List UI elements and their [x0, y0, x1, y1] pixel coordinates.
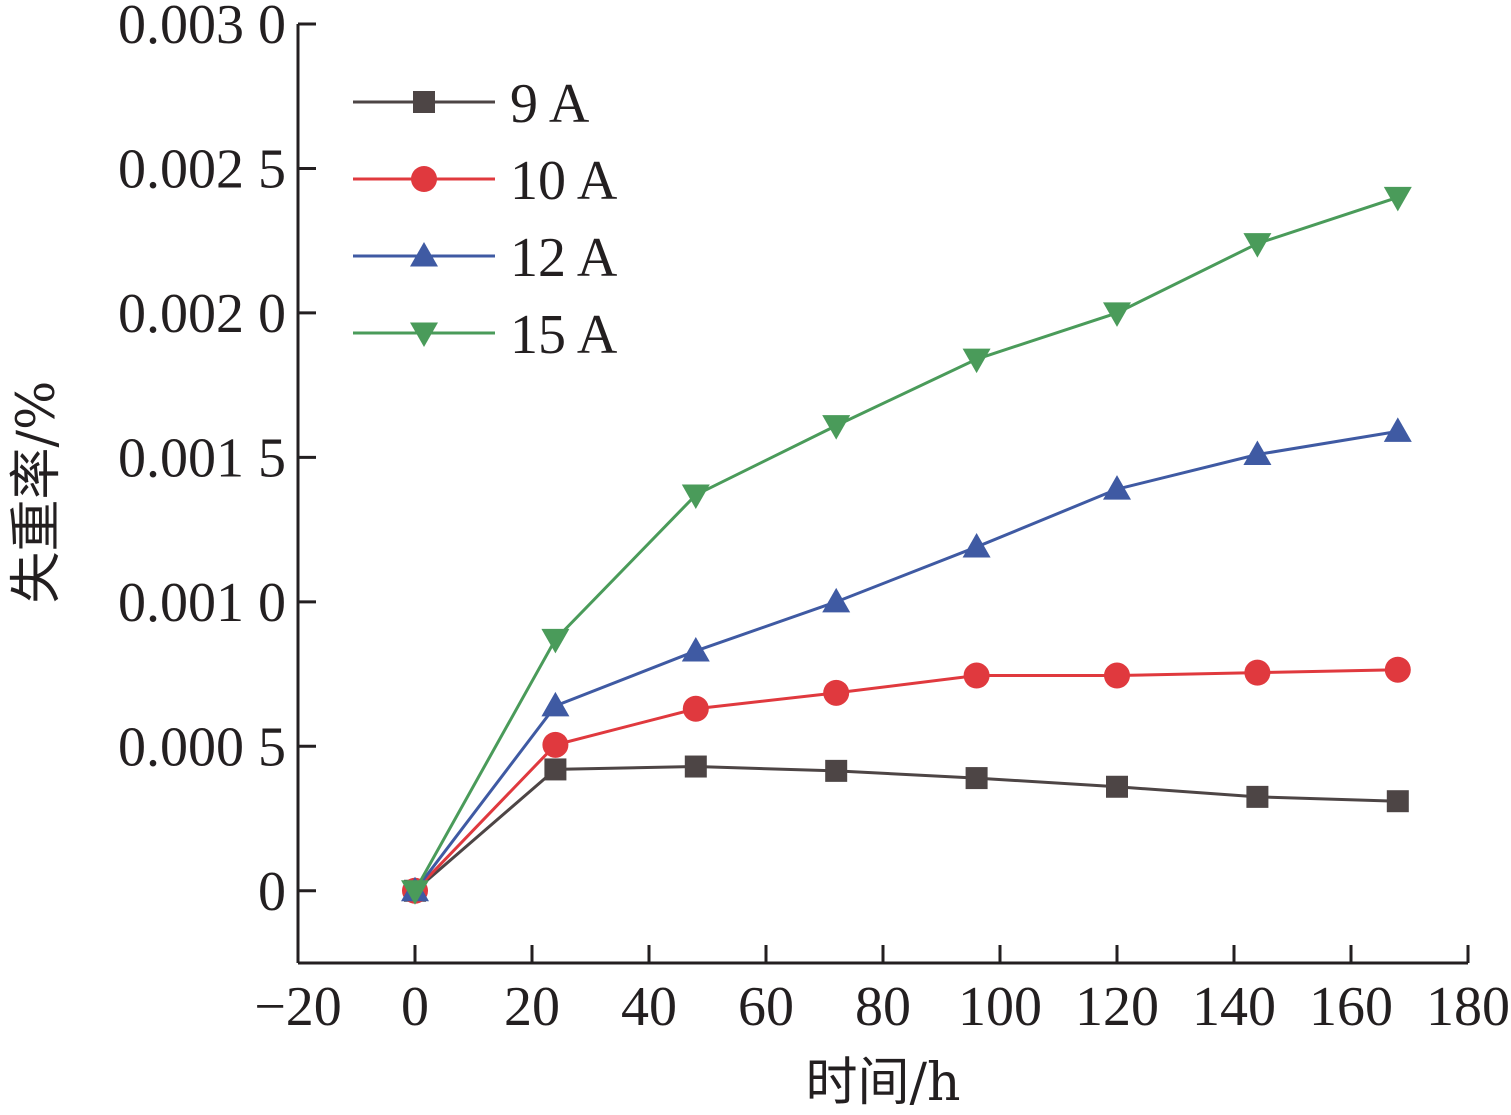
x-tick-label: 20	[504, 976, 560, 1038]
data-point	[1243, 233, 1272, 258]
legend-marker	[410, 242, 438, 267]
data-point	[1386, 790, 1409, 813]
legend-item: 15 A	[353, 304, 618, 366]
data-point	[825, 759, 848, 782]
data-point	[541, 691, 570, 717]
x-ticks: −20 0 20 40 60 80 100 120 140 160 180	[254, 945, 1510, 1038]
data-point	[542, 731, 569, 758]
x-tick-label: 80	[855, 976, 911, 1038]
data-point	[681, 484, 710, 509]
legend-marker	[411, 166, 437, 192]
x-tick-label: 40	[621, 976, 677, 1038]
x-tick-label: −20	[254, 976, 342, 1038]
axes	[296, 24, 1468, 965]
legend-label: 12 A	[510, 227, 618, 289]
data-point	[1106, 775, 1128, 798]
legend-marker	[410, 322, 438, 347]
data-point	[684, 755, 707, 778]
legend-item: 12 A	[353, 227, 618, 289]
legend-label: 9 A	[510, 73, 590, 135]
y-tick-label: 0.001 5	[118, 427, 286, 489]
y-tick-label: 0.002 0	[118, 283, 286, 345]
y-tick-label: 0.002 5	[118, 138, 286, 200]
x-tick-label: 180	[1426, 976, 1510, 1038]
y-tick-label: 0.000 5	[118, 716, 286, 778]
data-point	[1103, 302, 1131, 327]
legend-item: 9 A	[353, 73, 590, 135]
data-point	[681, 636, 710, 662]
data-point	[965, 767, 988, 790]
x-tick-label: 0	[401, 976, 429, 1038]
data-point	[1104, 662, 1130, 689]
series-line	[413, 429, 1399, 892]
data-point	[962, 532, 991, 558]
data-point	[682, 695, 709, 722]
legend-marker	[413, 91, 435, 113]
series-line	[413, 195, 1399, 892]
data-point	[1244, 659, 1271, 686]
data-point	[823, 679, 850, 706]
data-point	[822, 415, 851, 440]
series-2	[401, 417, 1412, 902]
y-tick-label: 0	[258, 861, 286, 923]
data-point	[1384, 656, 1411, 683]
data-point	[963, 662, 990, 689]
data-point	[822, 587, 851, 613]
data-point	[541, 628, 570, 654]
data-point	[1103, 475, 1131, 500]
x-tick-label: 160	[1309, 976, 1393, 1038]
data-point	[1243, 440, 1272, 465]
x-tick-label: 100	[958, 976, 1042, 1038]
legend-label: 15 A	[510, 304, 618, 366]
y-axis-title: 失重率/%	[7, 381, 67, 604]
legend: 9 A 10 A 12 A 15 A	[353, 73, 618, 366]
y-ticks: 0 0.000 5 0.001 0 0.001 5 0.002 0 0.002 5 0.00…	[118, 0, 316, 923]
series-group	[401, 186, 1412, 905]
x-tick-label: 60	[738, 976, 794, 1038]
legend-item: 10 A	[353, 150, 618, 212]
series-line	[414, 765, 1398, 892]
series-3	[401, 186, 1412, 905]
x-tick-label: 140	[1192, 976, 1276, 1038]
data-point	[1246, 785, 1269, 808]
data-point	[962, 348, 991, 374]
data-point	[1383, 186, 1412, 212]
y-tick-label: 0.003 0	[118, 0, 286, 56]
data-point	[401, 880, 429, 905]
data-point	[1383, 417, 1412, 442]
legend-label: 10 A	[510, 150, 618, 212]
series-line	[413, 668, 1398, 892]
x-axis-title: 时间/h	[805, 1053, 960, 1113]
y-tick-label: 0.001 0	[118, 572, 286, 634]
x-tick-label: 120	[1075, 976, 1159, 1038]
data-point	[544, 758, 567, 781]
series-0	[404, 755, 1409, 902]
